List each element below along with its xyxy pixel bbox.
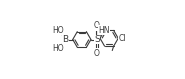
Text: Cl: Cl bbox=[118, 34, 126, 43]
Text: HO: HO bbox=[52, 26, 64, 35]
Text: HO: HO bbox=[52, 44, 64, 53]
Text: B: B bbox=[62, 35, 68, 44]
Text: O: O bbox=[94, 49, 100, 58]
Text: O: O bbox=[94, 21, 100, 30]
Text: S: S bbox=[94, 35, 100, 44]
Text: HN: HN bbox=[98, 26, 110, 35]
